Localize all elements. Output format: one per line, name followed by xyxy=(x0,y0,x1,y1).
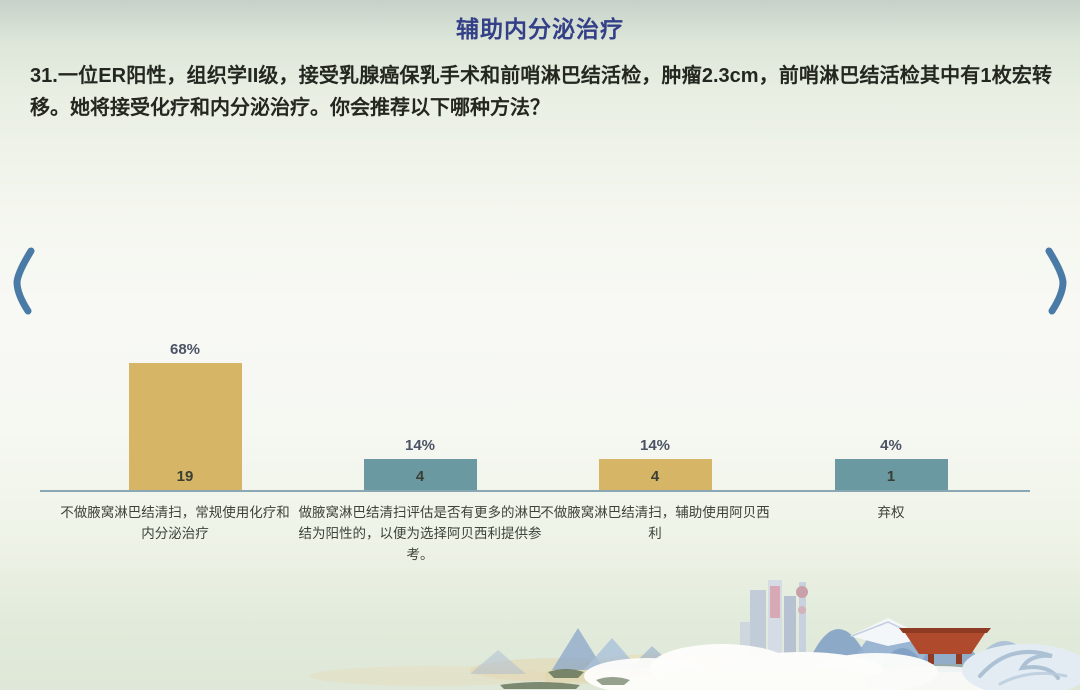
bar-option-3: 4 xyxy=(598,459,712,491)
category-label-1: 不做腋窝淋巴结清扫，常规使用化疗和内分泌治疗 xyxy=(60,505,290,541)
bar-option-1: 19 xyxy=(128,363,242,491)
category-label-2: 做腋窝淋巴结清扫评估是否有更多的淋巴结为阳性的，以便为选择阿贝西利提供参考。 xyxy=(298,505,542,562)
category-label-3: 不做腋窝淋巴结清扫，辅助使用阿贝西利 xyxy=(540,505,770,541)
vote-count: 4 xyxy=(650,468,660,485)
bar-group: 4% 1 xyxy=(776,335,1006,491)
poll-question-text: 31.一位ER阳性，组织学II级，接受乳腺癌保乳手术和前哨淋巴结活检，肿瘤2.3… xyxy=(30,65,1052,120)
percent-label: 14% xyxy=(639,437,671,454)
category-label-4: 弃权 xyxy=(877,505,905,520)
percent-label: 4% xyxy=(880,437,902,454)
next-slide-button[interactable] xyxy=(1038,246,1076,316)
bar-group: 14% 4 xyxy=(540,335,770,491)
x-axis-line xyxy=(40,490,1030,492)
percent-label: 68% xyxy=(169,341,201,358)
bar-option-4: 1 xyxy=(834,459,948,491)
chevron-right-icon xyxy=(1038,247,1076,319)
bar-group: 68% 19 xyxy=(70,335,300,491)
bar-group: 14% 4 xyxy=(305,335,535,491)
previous-slide-button[interactable] xyxy=(4,246,42,316)
chevron-left-icon xyxy=(4,247,42,319)
decorative-landscape-illustration xyxy=(310,580,1080,690)
bar-chart: 68% 19 14% 4 14% 4 4% 1 xyxy=(40,335,1030,491)
vote-count: 1 xyxy=(886,468,896,485)
vote-count: 19 xyxy=(176,468,194,485)
percent-label: 14% xyxy=(404,437,436,454)
page-title: 辅助内分泌治疗 xyxy=(456,16,624,42)
vote-count: 4 xyxy=(415,468,425,485)
bar-option-2: 4 xyxy=(363,459,477,491)
